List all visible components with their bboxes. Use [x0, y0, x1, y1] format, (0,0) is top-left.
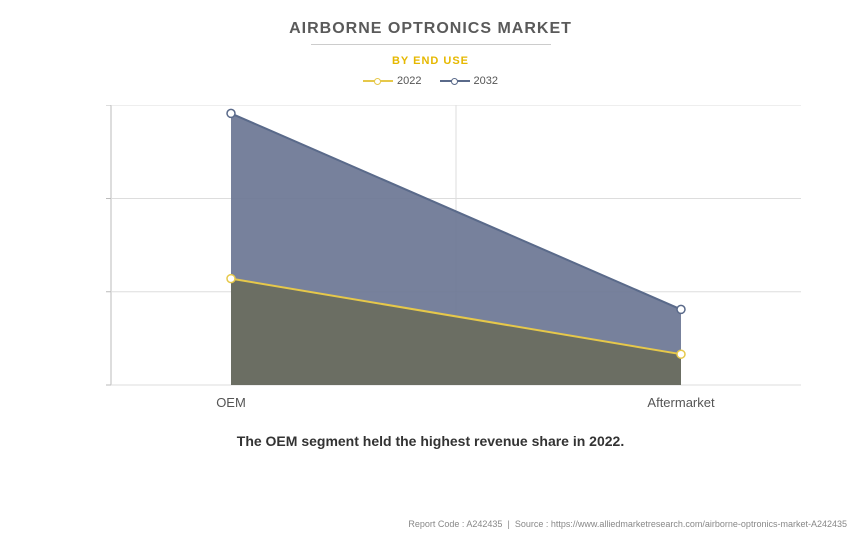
- footer-sep: |: [507, 519, 509, 529]
- svg-text:Aftermarket: Aftermarket: [647, 395, 715, 410]
- legend-item-2022: 2022: [363, 75, 421, 87]
- footer: Report Code : A242435 | Source : https:/…: [408, 519, 847, 529]
- chart-caption: The OEM segment held the highest revenue…: [237, 433, 624, 449]
- svg-text:OEM: OEM: [216, 395, 246, 410]
- title-divider: [311, 44, 551, 45]
- chart-svg: OEM Aftermarket: [61, 105, 801, 425]
- footer-code: A242435: [466, 519, 502, 529]
- legend-marker-2032: [440, 80, 470, 82]
- legend-circle-2032: [451, 78, 458, 85]
- legend: 2022 2032: [363, 75, 498, 87]
- legend-label-2032: 2032: [474, 75, 498, 87]
- footer-source: https://www.alliedmarketresearch.com/air…: [551, 519, 847, 529]
- legend-label-2022: 2022: [397, 75, 421, 87]
- chart-area: OEMAftermarket: [61, 105, 801, 405]
- footer-source-label: Source :: [515, 519, 549, 529]
- chart-subtitle: BY END USE: [392, 55, 469, 67]
- legend-item-2032: 2032: [440, 75, 498, 87]
- footer-code-label: Report Code :: [408, 519, 464, 529]
- legend-circle-2022: [374, 78, 381, 85]
- legend-marker-2022: [363, 80, 393, 82]
- chart-title: AIRBORNE OPTRONICS MARKET: [289, 20, 572, 38]
